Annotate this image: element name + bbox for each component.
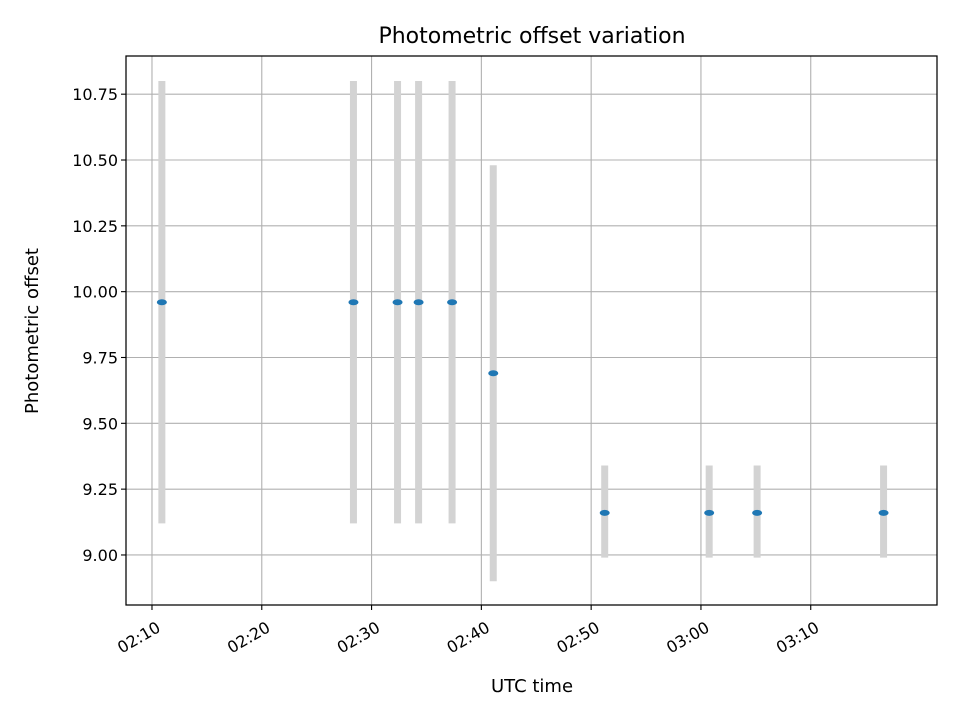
x-axis-label: UTC time	[491, 676, 573, 697]
plot-area-frame	[125, 55, 938, 606]
y-tick-label: 9.00	[82, 546, 118, 565]
data-point	[348, 299, 359, 306]
y-tick-label: 9.50	[82, 414, 118, 433]
data-point	[156, 299, 167, 306]
data-point	[447, 299, 458, 306]
y-tick-label: 10.25	[72, 217, 118, 236]
data-point	[413, 299, 424, 306]
y-axis-label: Photometric offset	[22, 248, 43, 414]
y-tick-label: 9.25	[82, 480, 118, 499]
y-tick-label: 10.50	[72, 151, 118, 170]
grid	[126, 56, 937, 605]
data-point	[488, 370, 499, 377]
data-point	[704, 509, 715, 516]
chart-title: Photometric offset variation	[378, 24, 685, 49]
y-tick-label: 10.75	[72, 85, 118, 104]
data-point	[878, 509, 889, 516]
y-tick-label: 9.75	[82, 348, 118, 367]
data-point	[392, 299, 403, 306]
data-point	[752, 509, 763, 516]
y-tick-label: 10.00	[72, 283, 118, 302]
data-markers	[156, 299, 889, 516]
data-point	[599, 509, 610, 516]
